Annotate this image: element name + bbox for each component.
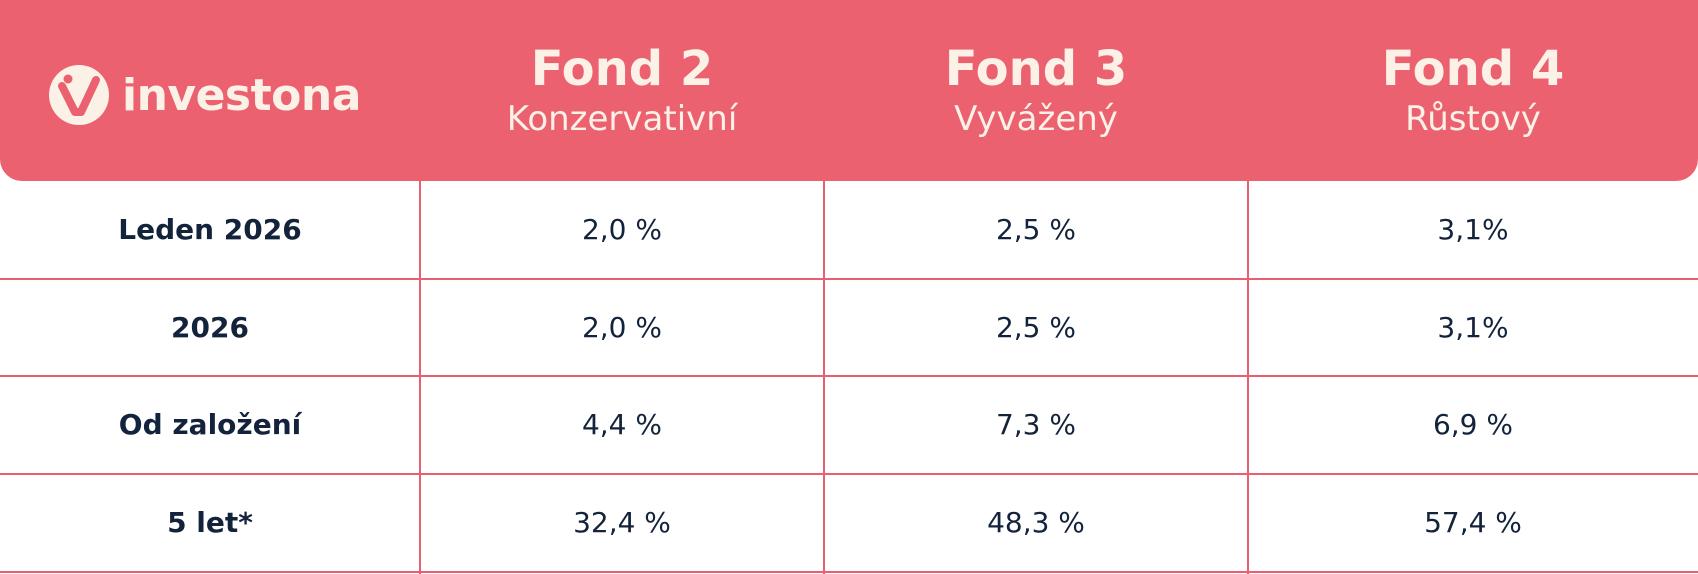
logo-text: investona xyxy=(122,69,361,121)
fund-subtitle: Vyvážený xyxy=(954,99,1118,139)
column-divider xyxy=(823,0,825,574)
cell-value: 3,1% xyxy=(1437,310,1509,344)
cell-value: 2,5 % xyxy=(995,213,1077,246)
cell-value: 2,0 % xyxy=(581,310,663,344)
row-label: Leden 2026 xyxy=(118,213,302,246)
column-divider xyxy=(1247,0,1249,574)
row-label: Od založení xyxy=(118,408,302,441)
column-header: Fond 3 Vyvážený xyxy=(824,40,1248,140)
fund-title: Fond 2 xyxy=(530,41,714,97)
cell-value: 2,0 % xyxy=(581,213,663,246)
cell-value: 3,1% xyxy=(1437,213,1509,246)
row-divider xyxy=(0,277,1698,280)
cell-value: 4,4 % xyxy=(581,408,663,441)
fund-subtitle: Růstový xyxy=(1405,99,1541,139)
logo-icon xyxy=(49,65,109,125)
row-label: 2026 xyxy=(171,310,249,344)
column-header: Fond 2 Konzervativní xyxy=(420,40,824,140)
cell-value: 48,3 % xyxy=(987,505,1085,539)
fund-subtitle: Konzervativní xyxy=(506,99,738,139)
column-divider xyxy=(419,0,421,574)
row-divider xyxy=(0,472,1698,475)
row-divider xyxy=(0,571,1698,573)
column-header: Fond 4 Růstový xyxy=(1248,40,1698,140)
row-label: 5 let* xyxy=(167,505,253,539)
header: investona Fond 2 Konzervativní Fond 3 Vyváž… xyxy=(0,0,1698,181)
fund-title: Fond 3 xyxy=(944,41,1128,97)
cell-value: 32,4 % xyxy=(573,505,671,539)
cell-value: 7,3 % xyxy=(995,408,1077,441)
fund-title: Fond 4 xyxy=(1381,41,1565,97)
cell-value: 2,5 % xyxy=(995,310,1077,344)
cell-value: 57,4 % xyxy=(1424,505,1522,539)
cell-value: 6,9 % xyxy=(1432,408,1514,441)
row-divider xyxy=(0,375,1698,377)
logo: investona xyxy=(48,60,361,130)
